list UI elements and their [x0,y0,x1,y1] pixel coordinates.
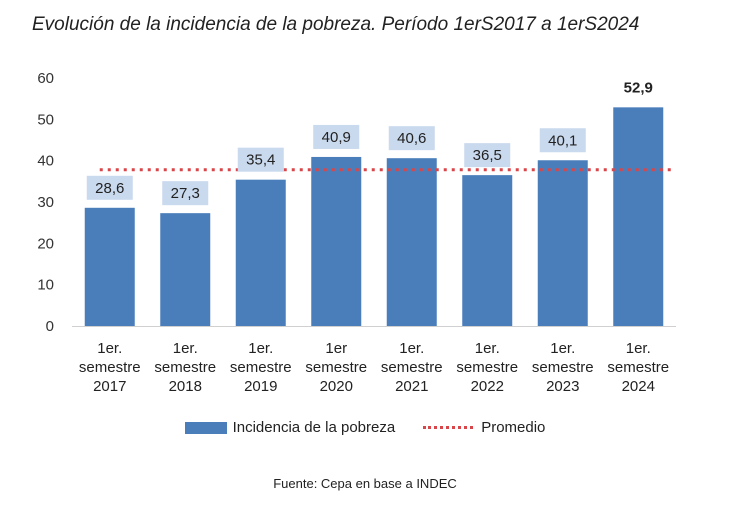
data-label-background [86,175,133,200]
x-category-label-line: 2022 [471,378,504,395]
x-category-label: 1er semestre 2020 [305,340,367,395]
bar-chart: 0 10 20 30 40 50 60 28,6 27,3 35,4 40,9 40,6 36,5 40… [37,70,676,395]
data-label: 52,9 [624,79,653,96]
y-tick-label: 0 [46,318,54,335]
x-category-label-line: 2024 [622,378,655,395]
y-tick-label: 50 [37,111,54,128]
y-tick-label: 30 [37,194,54,211]
y-tick-label: 10 [37,277,54,294]
y-tick-label: 40 [37,153,54,170]
x-category-label-line: 1er. [475,340,500,357]
legend-label-average: Promedio [481,419,546,436]
x-category-label-line: 1er. [248,340,273,357]
x-category-label-line: semestre [381,359,443,376]
legend-item-average: Promedio [423,419,545,436]
x-category-label: 1er. semestre 2022 [456,340,518,395]
data-label-background [464,143,511,168]
x-category-label: 1er. semestre 2017 [79,340,141,395]
x-category-label-line: 1er. [173,340,198,357]
legend-swatch-dotted-line [423,426,474,429]
x-category-label-line: 2019 [244,378,277,395]
x-category-label-line: semestre [305,359,367,376]
x-category-label-line: 1er. [626,340,651,357]
source-note: Fuente: Cepa en base a INDEC [273,476,457,491]
data-labels-group: 28,6 27,3 35,4 40,9 40,6 36,5 40,1 52,9 [86,79,653,206]
data-label: 35,4 [246,152,275,169]
x-category-label: 1er. semestre 2021 [381,340,443,395]
data-label-background [388,126,435,151]
data-label-background [313,124,360,149]
bar [537,160,588,326]
x-category-label-line: 1er [325,340,347,357]
bar [84,207,135,326]
x-category-label-line: 2020 [320,378,353,395]
legend-swatch-bar [184,421,227,434]
data-label: 28,6 [95,180,124,197]
y-tick-label: 20 [37,235,54,252]
x-axis: 1er. semestre 2017 1er. semestre 2018 1er. seme… [79,340,669,395]
x-category-label-line: 1er. [550,340,575,357]
x-category-label: 1er. semestre 2019 [230,340,292,395]
data-label-background [539,128,586,153]
bar [160,213,211,326]
data-label-background [237,147,284,172]
x-category-label-line: 1er. [399,340,424,357]
legend: Incidencia de la pobreza Promedio [0,419,730,436]
x-category-label-line: semestre [79,359,141,376]
x-category-label: 1er. semestre 2023 [532,340,594,395]
x-category-label-line: semestre [154,359,216,376]
data-label-background [162,181,209,206]
legend-item-bars: Incidencia de la pobreza [184,419,396,436]
y-tick-label: 60 [37,70,54,87]
x-category-label-line: 2021 [395,378,428,395]
x-category-label-line: 2018 [169,378,202,395]
bar [311,156,362,326]
x-category-label-line: semestre [456,359,518,376]
x-category-label-line: 1er. [97,340,122,357]
bars-group [72,107,676,327]
data-label: 40,1 [548,132,577,149]
data-label: 40,9 [322,129,351,146]
x-category-label-line: 2017 [93,378,126,395]
data-label: 36,5 [473,147,502,164]
x-category-label: 1er. semestre 2024 [607,340,669,395]
data-label: 27,3 [171,185,200,202]
x-category-label-line: 2023 [546,378,579,395]
legend-label-bars: Incidencia de la pobreza [232,419,396,436]
bar [613,107,664,326]
bar [462,175,513,326]
bar [386,158,437,326]
x-category-label-line: semestre [607,359,669,376]
x-category-label-line: semestre [532,359,594,376]
bar [235,179,286,326]
y-axis: 0 10 20 30 40 50 60 [37,70,54,335]
x-category-label: 1er. semestre 2018 [154,340,216,395]
x-category-label-line: semestre [230,359,292,376]
chart-title: Evolución de la incidencia de la pobreza… [32,14,640,35]
data-label: 40,6 [397,130,426,147]
